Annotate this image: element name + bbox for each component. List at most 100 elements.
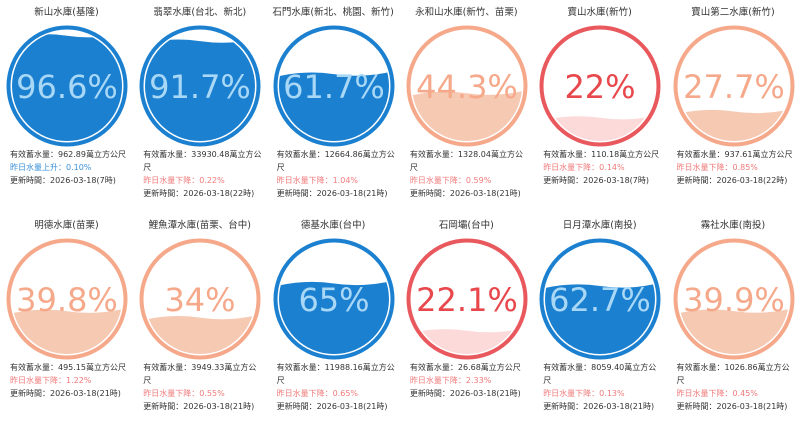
gauge-ring xyxy=(539,238,661,360)
percent-label: 44.3% xyxy=(416,68,518,106)
gauge-ring xyxy=(6,25,128,147)
update-time: 更新時間：2026-03-18(21時) xyxy=(543,402,655,411)
reservoir-info: 有效蓄水量：33930.48萬立方公尺 昨日水量下降：0.22% 更新時間：2026… xyxy=(143,148,263,200)
gauge: 27.7% xyxy=(673,25,794,147)
reservoir-card: 德基水庫(台中) 65% 有效蓄水量：11988.16萬立方公尺昨日水量下降：0.6… xyxy=(267,213,400,421)
daily-change: 昨日水量下降：0.14% xyxy=(543,163,625,172)
percent-label: 62.7% xyxy=(549,281,651,319)
capacity: 有效蓄水量：1026.86萬立方公尺 xyxy=(676,363,790,385)
reservoir-name: 永和山水庫(新竹、苗栗) xyxy=(415,7,518,18)
daily-change: 昨日水量下降：2.33% xyxy=(409,376,492,385)
reservoir-name: 日月潭水庫(南投) xyxy=(562,220,637,231)
percent-label: 34% xyxy=(165,281,236,319)
gauge: 22.1% xyxy=(406,238,528,360)
reservoir-name: 鯉魚潭水庫(苗栗、台中) xyxy=(148,220,251,231)
gauge: 61.7% xyxy=(273,25,395,147)
reservoir-card: 石門水庫(新北、桃園、新竹) 61.7% 有效蓄水量：12664.86萬立方公尺 昨日… xyxy=(267,0,400,210)
water xyxy=(411,91,522,141)
daily-change: 昨日水量下降：1.04% xyxy=(276,176,359,185)
reservoir-name: 德基水庫(台中) xyxy=(300,220,366,231)
reservoir-card: 日月潭水庫(南投) 62.7% 有效蓄水量：8059.40萬立方公尺 昨日水量下降：0… xyxy=(533,213,666,421)
gauge-ring xyxy=(673,238,794,360)
daily-change: 昨日水量下降：0.55% xyxy=(143,389,225,398)
gauge: 44.3% xyxy=(406,25,528,147)
reservoir-card: 明德水庫(苗栗) 39.8% 有效蓄水量：495.15萬立方公尺 昨日水量下降：1.2… xyxy=(0,213,133,421)
reservoir-info: 有效蓄水量：8059.40萬立方公尺 昨日水量下降：0.13% 更新時間：2026-… xyxy=(543,361,663,413)
water xyxy=(12,309,122,354)
water-level xyxy=(545,284,656,354)
gauge-ring xyxy=(6,238,128,360)
gauge-ring xyxy=(273,25,395,147)
reservoir-info: 有效蓄水量：12664.86萬立方公尺 昨日水量下降：1.04% 更新時間：2026… xyxy=(277,148,397,200)
percent-label: 22.1% xyxy=(416,281,518,319)
daily-change: 昨日水量下降：0.13% xyxy=(543,389,625,398)
reservoir-name: 石岡壩(台中) xyxy=(438,220,494,231)
update-time: 更新時間：2026-03-18(21時) xyxy=(10,389,121,398)
reservoir-info: 有效蓄水量：110.18萬立方公尺 昨日水量下降：0.14% 更新時間：2026-0… xyxy=(543,148,663,187)
gauge-ring xyxy=(139,238,261,360)
daily-change: 昨日水量下降：0.59% xyxy=(409,176,492,185)
water-level xyxy=(12,33,122,141)
update-time: 更新時間：2026-03-18(21時) xyxy=(409,389,521,398)
reservoir-card: 鯉魚潭水庫(苗栗、台中) 34% 有效蓄水量：3949.33萬立方公尺 昨日水量下降：… xyxy=(133,213,266,421)
reservoir-name: 新山水庫(基隆) xyxy=(34,7,99,18)
gauge: 96.6% xyxy=(6,25,128,147)
daily-change: 昨日水量上升：0.10% xyxy=(10,163,92,172)
daily-change: 昨日水量下降：0.85% xyxy=(676,163,758,172)
daily-change: 昨日水量下降：1.22% xyxy=(10,376,92,385)
water-level xyxy=(12,309,122,354)
water-level xyxy=(678,309,789,354)
reservoir-name: 石門水庫(新北、桃園、新竹) xyxy=(272,7,394,18)
water-level xyxy=(145,315,256,354)
daily-change: 昨日水量下降：0.22% xyxy=(143,176,225,185)
water xyxy=(12,33,122,141)
water xyxy=(145,39,256,141)
reservoir-info: 有效蓄水量：1328.04萬立方公尺昨日水量下降：0.59% 更新時間：2026-… xyxy=(410,148,530,200)
update-time: 更新時間：2026-03-18(21時) xyxy=(676,402,788,411)
reservoir-info: 有效蓄水量：495.15萬立方公尺 昨日水量下降：1.22% 更新時間：2026-0… xyxy=(10,361,130,400)
reservoir-name: 寶山水庫(新竹) xyxy=(567,7,632,18)
reservoir-name: 寶山第二水庫(新竹) xyxy=(691,7,775,18)
update-time: 更新時間：2026-03-18(21時) xyxy=(409,189,521,198)
water-level xyxy=(411,91,522,141)
gauge: 39.8% xyxy=(6,238,128,360)
capacity: 有效蓄水量：26.68萬立方公尺 xyxy=(409,363,521,372)
gauge-ring xyxy=(273,238,395,360)
percent-label: 61.7% xyxy=(283,68,385,106)
water xyxy=(545,284,656,354)
reservoir-info: 有效蓄水量：937.61萬立方公尺 昨日水量下降：0.85% 更新時間：2026-0… xyxy=(677,148,797,187)
reservoir-card: 寶山水庫(新竹) 22% 有效蓄水量：110.18萬立方公尺 昨日水量下降：0.14%… xyxy=(533,0,666,210)
daily-change: 昨日水量下降：0.45% xyxy=(676,389,758,398)
gauge: 22% xyxy=(539,25,661,147)
gauge: 39.9% xyxy=(673,238,794,360)
gauge-ring xyxy=(406,238,528,360)
water-level xyxy=(278,281,389,354)
capacity: 有效蓄水量：33930.48萬立方公尺 xyxy=(143,150,262,172)
update-time: 更新時間：2026-03-18(7時) xyxy=(10,176,116,185)
reservoir-card: 石岡壩(台中) 22.1% 有效蓄水量：26.68萬立方公尺 昨日水量下降：2.33%… xyxy=(400,213,533,421)
gauge-ring xyxy=(139,25,261,147)
capacity: 有效蓄水量：11988.16萬立方公尺 xyxy=(276,363,395,385)
percent-label: 22% xyxy=(565,68,636,106)
reservoir-info: 有效蓄水量：3949.33萬立方公尺 昨日水量下降：0.55% 更新時間：2026-… xyxy=(143,361,263,413)
water-level xyxy=(678,109,789,141)
reservoir-card: 霧社水庫(南投) 39.9% 有效蓄水量：1026.86萬立方公尺 昨日水量下降：0.… xyxy=(667,213,800,421)
update-time: 更新時間：2026-03-18(21時) xyxy=(143,402,255,411)
water-level xyxy=(145,39,256,141)
gauge-ring xyxy=(539,25,661,147)
reservoir-card: 寶山第二水庫(新竹) 27.7% 有效蓄水量：937.61萬立方公尺 昨日水量下降：0… xyxy=(667,0,800,210)
gauge-ring xyxy=(406,25,528,147)
capacity: 有效蓄水量：1328.04萬立方公尺 xyxy=(409,150,523,172)
reservoir-info: 有效蓄水量：26.68萬立方公尺 昨日水量下降：2.33% 更新時間：2026-03… xyxy=(410,361,530,400)
reservoir-card: 翡翠水庫(台北、新北) 91.7% 有效蓄水量：33930.48萬立方公尺 昨日水量下… xyxy=(133,0,266,210)
gauge: 34% xyxy=(139,238,261,360)
water xyxy=(278,72,389,141)
gauge: 65% xyxy=(273,238,395,360)
update-time: 更新時間：2026-03-18(21時) xyxy=(276,402,388,411)
capacity: 有效蓄水量：937.61萬立方公尺 xyxy=(676,150,793,159)
daily-change: 昨日水量下降：0.65% xyxy=(276,389,359,398)
water xyxy=(678,109,789,141)
update-time: 更新時間：2026-03-18(22時) xyxy=(676,176,788,185)
percent-label: 96.6% xyxy=(16,68,118,106)
